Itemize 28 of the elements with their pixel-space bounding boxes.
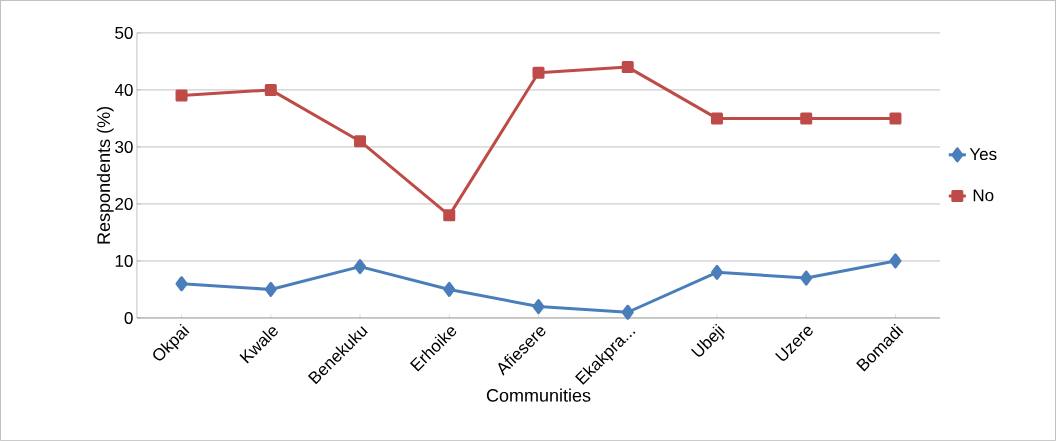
y-axis-title: Respondents (%) xyxy=(96,107,114,244)
point xyxy=(532,299,545,315)
y-tick-label: 40 xyxy=(114,83,133,96)
point xyxy=(532,66,545,79)
y-tick-label: 50 xyxy=(115,26,133,39)
y-tick-label: 30 xyxy=(115,140,133,154)
point xyxy=(621,304,634,320)
point xyxy=(264,282,277,298)
point xyxy=(621,61,634,74)
point xyxy=(710,112,723,125)
point xyxy=(175,276,188,292)
x-axis-title: Communities xyxy=(486,388,591,402)
point xyxy=(443,282,456,298)
point xyxy=(354,259,367,275)
point xyxy=(800,112,813,125)
point xyxy=(354,135,367,148)
y-tick-label: 10 xyxy=(115,254,133,268)
point xyxy=(264,83,277,96)
point xyxy=(443,209,456,222)
point xyxy=(889,253,902,269)
y-tick-label: 20 xyxy=(115,197,133,211)
point xyxy=(175,89,188,102)
point xyxy=(889,112,902,125)
y-tick-label: 0 xyxy=(124,311,133,325)
point xyxy=(710,264,723,280)
point xyxy=(800,270,813,286)
legend-label: No xyxy=(973,189,994,202)
legend-label: Yes xyxy=(969,148,997,161)
